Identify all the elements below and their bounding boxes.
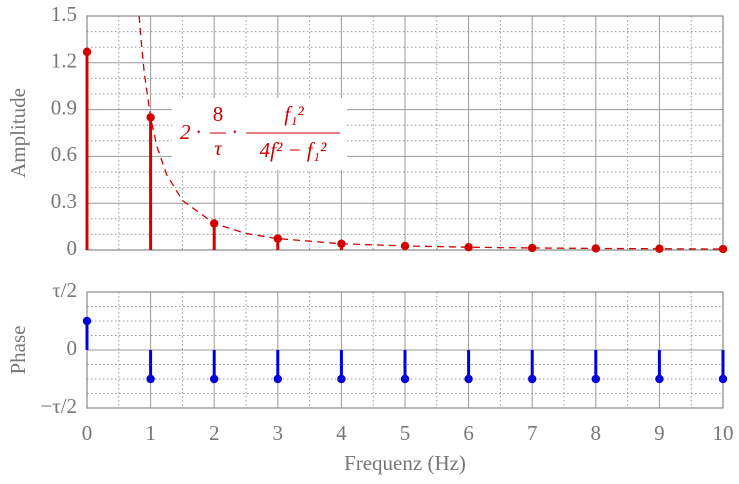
annotation-box xyxy=(172,98,347,170)
annotation: 2 · 8 τ · f₁² 4f² − f₁² xyxy=(172,98,347,170)
x-tick-label: 8 xyxy=(591,421,602,445)
stem-marker xyxy=(82,316,92,326)
y-tick-label: 0 xyxy=(67,336,78,360)
y-tick-label: −τ/2 xyxy=(40,394,77,418)
x-tick-label: 6 xyxy=(463,421,474,445)
x-tick-label: 1 xyxy=(145,421,156,445)
stem-marker xyxy=(210,219,219,228)
annotation-text: 8 xyxy=(213,102,224,126)
stem-marker xyxy=(146,113,155,122)
y-tick-label: 0 xyxy=(67,236,78,260)
y-tick-label: τ/2 xyxy=(52,278,77,302)
annotation-text: · xyxy=(232,120,237,144)
annotation-text: f₁² xyxy=(284,102,304,126)
x-tick-label: 3 xyxy=(273,421,284,445)
stem-marker xyxy=(146,374,155,384)
stem-marker xyxy=(591,244,600,253)
stem-marker xyxy=(400,241,410,251)
stem-marker xyxy=(337,374,346,384)
x-tick-label: 10 xyxy=(713,421,734,445)
stem-marker xyxy=(400,374,410,384)
stem-marker xyxy=(464,374,473,384)
y-tick-label: 1.5 xyxy=(51,2,77,26)
stem-marker xyxy=(655,244,664,253)
y-tick-label: 1.2 xyxy=(51,49,77,73)
y-tick-label: 0.6 xyxy=(51,142,77,166)
annotation-text: 2 · xyxy=(180,120,201,144)
x-tick-label: 0 xyxy=(82,421,93,445)
stem-marker xyxy=(655,374,664,384)
y-axis-label: Amplitude xyxy=(6,88,30,178)
x-tick-label: 9 xyxy=(654,421,665,445)
stem-marker xyxy=(210,374,219,384)
x-tick-label: 4 xyxy=(336,421,347,445)
stem-marker xyxy=(337,239,346,248)
curve xyxy=(138,15,724,250)
x-tick-label: 5 xyxy=(400,421,411,445)
stem-marker xyxy=(82,47,92,57)
x-tick-label: 7 xyxy=(527,421,538,445)
annotation-text: τ xyxy=(214,136,223,160)
stem-marker xyxy=(718,374,728,384)
annotation-text: 4f² − f₁² xyxy=(260,138,327,162)
stem-marker xyxy=(273,374,282,384)
y-axis-label: Phase xyxy=(6,326,30,375)
stem-marker xyxy=(464,242,473,252)
stem-marker xyxy=(718,244,728,254)
stem-marker xyxy=(528,374,537,384)
y-tick-label: 0.9 xyxy=(51,95,77,119)
x-axis-label: Frequenz (Hz) xyxy=(344,451,466,475)
y-tick-label: 0.3 xyxy=(51,189,77,213)
stem-marker xyxy=(591,374,600,384)
stem-marker xyxy=(273,234,282,243)
x-tick-label: 2 xyxy=(209,421,220,445)
stem-marker xyxy=(528,243,537,253)
